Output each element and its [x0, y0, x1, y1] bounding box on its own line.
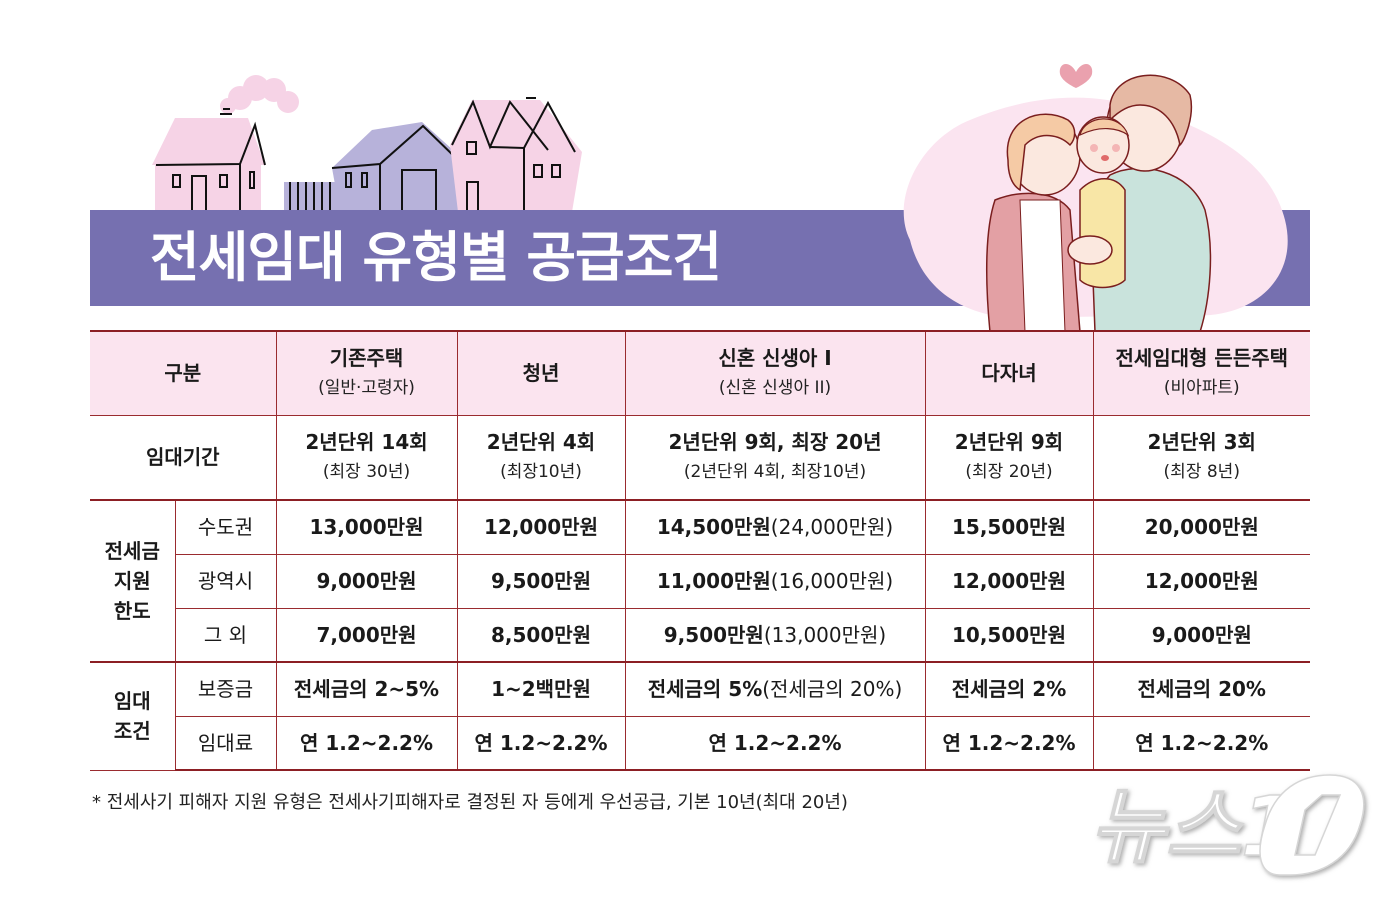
- condition-label: 임대료: [175, 715, 277, 771]
- region-label: 광역시: [175, 553, 277, 609]
- table-cell: 12,000만원: [456, 499, 626, 555]
- table-cell: 10,500만원: [924, 607, 1094, 663]
- table-row-security-deposit: 임대 조건 보증금 전세금의 2~5% 1~2백만원 전세금의 5%(전세금의 …: [90, 661, 1310, 771]
- table-cell: 연 1.2~2.2%: [456, 715, 626, 771]
- supply-conditions-table: 구분 기존주택 (일반·고령자) 청년 신혼 신생아 I (신혼 신생아 II)…: [90, 330, 1310, 771]
- table-cell: 9,000만원: [275, 553, 458, 609]
- family-illustration: [903, 63, 1288, 332]
- table-cell: 9,000만원: [1092, 607, 1310, 663]
- table-row-limit-metro: 광역시 9,000만원 9,500만원 11,000만원(16,000만원) 1…: [90, 553, 1310, 609]
- table-row-limit-other: 그 외 7,000만원 8,500만원 9,500만원(13,000만원) 10…: [90, 607, 1310, 663]
- table-cell: 전세금의 2%: [924, 661, 1094, 717]
- table-row-rental-period: 임대기간 2년단위 14회 (최장 30년) 2년단위 4회 (최장10년) 2년단…: [90, 414, 1310, 501]
- table-cell: 연 1.2~2.2%: [1092, 715, 1310, 771]
- table-cell: 2년단위 3회 (최장 8년): [1092, 414, 1310, 501]
- table-cell: 9,500만원: [456, 553, 626, 609]
- table-header-row: 구분 기존주택 (일반·고령자) 청년 신혼 신생아 I (신혼 신생아 II)…: [90, 330, 1310, 416]
- header-col-youth: 청년: [456, 330, 626, 416]
- header-category: 구분: [90, 330, 277, 416]
- table-cell: 9,500만원(13,000만원): [624, 607, 926, 663]
- table-cell: 전세금의 20%: [1092, 661, 1310, 717]
- table-cell: 2년단위 4회 (최장10년): [456, 414, 626, 501]
- table-cell: 전세금의 2~5%: [275, 661, 458, 717]
- table-cell: 1~2백만원: [456, 661, 626, 717]
- table-cell: 13,000만원: [275, 499, 458, 555]
- header-col-existing-housing: 기존주택 (일반·고령자): [275, 330, 458, 416]
- table-cell: 14,500만원(24,000만원): [624, 499, 926, 555]
- table-cell: 12,000만원: [1092, 553, 1310, 609]
- condition-label: 보증금: [174, 661, 277, 717]
- table-cell: 7,000만원: [275, 607, 458, 663]
- table-cell: 15,500만원: [924, 499, 1094, 555]
- table-cell: 11,000만원(16,000만원): [624, 553, 926, 609]
- table-cell: 2년단위 9회 (최장 20년): [924, 414, 1094, 501]
- table-cell: 12,000만원: [924, 553, 1094, 609]
- row-group-label-lease-conditions: 임대 조건: [90, 661, 176, 771]
- table-row-rent: 임대료 연 1.2~2.2% 연 1.2~2.2% 연 1.2~2.2% 연 1…: [90, 715, 1310, 771]
- heart-icon: [1059, 63, 1093, 88]
- row-group-label-deposit-limit: 전세금 지원 한도: [90, 499, 176, 663]
- header-col-newlywed: 신혼 신생아 I (신혼 신생아 II): [624, 330, 926, 416]
- table-cell: 전세금의 5%(전세금의 20%): [624, 661, 926, 717]
- news1-watermark-logo: 뉴스1: [1090, 774, 1365, 876]
- smoke-icon: [220, 75, 299, 114]
- table-cell: 연 1.2~2.2%: [924, 715, 1094, 771]
- table-cell: 8,500만원: [456, 607, 626, 663]
- region-label: 수도권: [174, 499, 277, 555]
- table-cell: 20,000만원: [1092, 499, 1310, 555]
- houses-illustration: [152, 75, 582, 212]
- page-title: 전세임대 유형별 공급조건: [150, 226, 722, 289]
- row-label-rental-period: 임대기간: [90, 414, 277, 501]
- header-col-non-apartment: 전세임대형 든든주택 (비아파트): [1092, 330, 1310, 416]
- header-col-multichild: 다자녀: [924, 330, 1094, 416]
- table-row-limit-capital: 전세금 지원 한도 수도권 13,000만원 12,000만원 14,500만원…: [90, 499, 1310, 663]
- table-cell: 연 1.2~2.2%: [624, 715, 926, 771]
- footnote: * 전세사기 피해자 지원 유형은 전세사기피해자로 결정된 자 등에게 우선공…: [92, 792, 848, 813]
- table-cell: 2년단위 14회 (최장 30년): [275, 414, 458, 501]
- region-label: 그 외: [175, 607, 277, 663]
- table-cell: 연 1.2~2.2%: [275, 715, 458, 771]
- table-cell: 2년단위 9회, 최장 20년 (2년단위 4회, 최장10년): [624, 414, 926, 501]
